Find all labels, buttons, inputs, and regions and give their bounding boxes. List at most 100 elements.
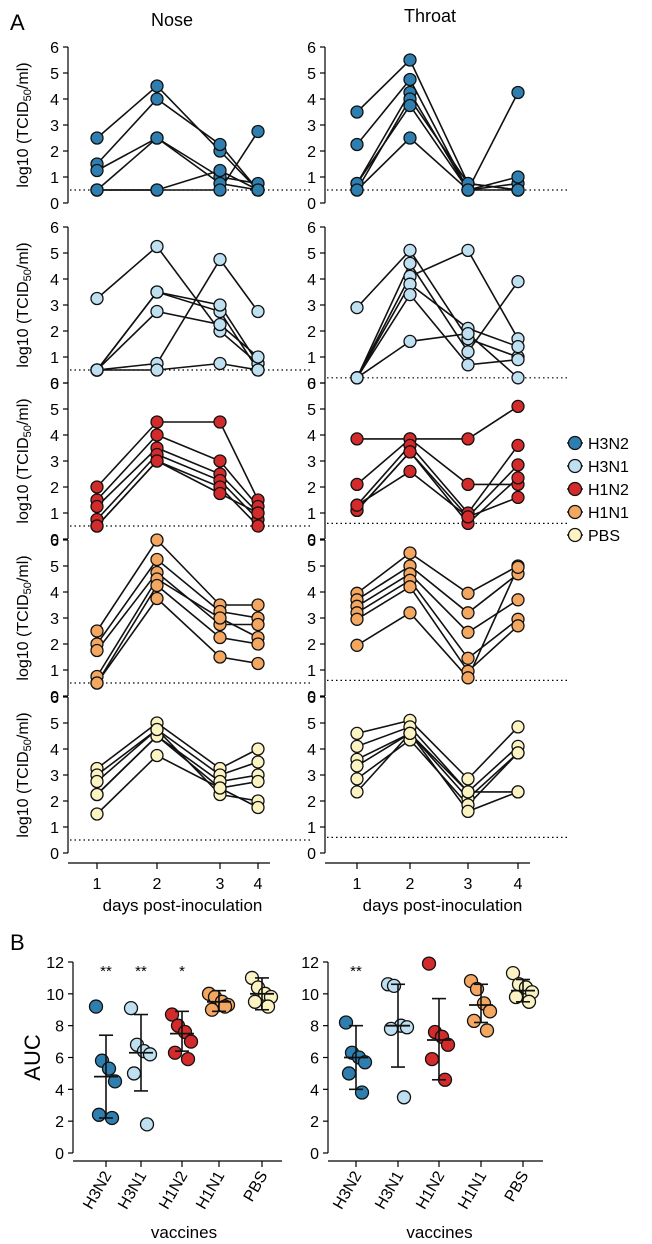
y-tick-label: 0 — [307, 376, 316, 393]
series-line — [356, 92, 519, 192]
data-point — [511, 471, 525, 485]
data-point — [90, 499, 104, 514]
data-point — [511, 458, 525, 472]
data-point — [350, 612, 364, 626]
y-tick-label: 0 — [50, 376, 59, 393]
y-tick-label: 0 — [50, 532, 59, 549]
y-tick-label: 6 — [50, 40, 59, 57]
auc-point — [466, 1013, 482, 1029]
series-line — [356, 332, 519, 379]
data-point — [251, 363, 265, 377]
series-line — [356, 444, 519, 515]
series-line — [356, 732, 519, 813]
y-tick-label: 0 — [307, 532, 316, 549]
x-tick-label: H1N2 — [413, 1168, 448, 1212]
data-point — [90, 676, 104, 690]
auc-point — [424, 1051, 440, 1067]
auc-point — [142, 1047, 158, 1062]
series-line — [356, 585, 519, 673]
y-tick-label: 0 — [307, 689, 316, 706]
series-line — [356, 732, 518, 793]
y-tick-label: 5 — [50, 559, 59, 576]
y-tick-label: 2 — [307, 144, 316, 161]
y-tick-label: 4 — [50, 272, 59, 289]
legend-marker — [567, 527, 583, 543]
y-tick-label: 6 — [307, 220, 316, 237]
y-tick-label: 2 — [50, 480, 59, 497]
auc-point — [482, 1004, 498, 1019]
data-point — [150, 591, 164, 606]
series-line — [96, 460, 259, 527]
y-axis-label: log10 (TCID50/ml) — [15, 242, 34, 367]
y-tick-label: 2 — [50, 324, 59, 341]
series-line — [96, 558, 259, 645]
auc-group-h1n2: * — [164, 963, 199, 1067]
data-point — [213, 611, 227, 625]
auc-point — [91, 1107, 107, 1122]
series-line — [356, 249, 519, 379]
y-tick-label: 3 — [50, 611, 59, 628]
y-tick-label: 8 — [55, 1019, 64, 1036]
data-point — [90, 183, 104, 197]
auc-point — [204, 1002, 220, 1017]
data-point — [511, 85, 525, 100]
data-point — [461, 510, 475, 524]
data-point — [213, 183, 227, 197]
data-point — [511, 352, 525, 367]
data-point — [150, 363, 164, 377]
y-tick-label: 2 — [50, 144, 59, 161]
y-tick-label: 5 — [307, 716, 316, 733]
data-point — [461, 326, 475, 341]
legend-item-pbs: PBS — [567, 527, 620, 545]
y-tick-label: 5 — [50, 246, 59, 263]
y-tick-label: 12 — [301, 955, 319, 972]
y-tick-label: 2 — [55, 1114, 64, 1131]
data-point — [90, 774, 104, 789]
data-point — [150, 552, 164, 567]
data-point — [90, 643, 104, 658]
y-tick-label: 3 — [307, 611, 316, 628]
data-point — [251, 519, 265, 533]
y-axis-label: log10 (TCID50/ml) — [15, 398, 34, 523]
data-point — [90, 291, 104, 306]
series-line — [96, 754, 259, 815]
data-point — [251, 617, 265, 632]
auc-point — [505, 965, 521, 981]
panel-b-label: B — [10, 930, 25, 955]
data-point — [511, 274, 525, 289]
data-point — [511, 785, 525, 799]
data-point — [350, 772, 364, 786]
y-tick-label: 4 — [50, 428, 59, 445]
series-line — [96, 291, 259, 371]
y-tick-label: 2 — [307, 637, 316, 654]
data-point — [461, 183, 475, 197]
significance-annotation: * — [179, 963, 185, 980]
series-line — [356, 738, 519, 807]
data-point — [90, 624, 104, 638]
data-point — [350, 183, 364, 197]
y-tick-label: 2 — [50, 794, 59, 811]
col-title-throat: Throat — [404, 6, 456, 26]
auc-point — [88, 999, 104, 1014]
x-tick-label: H3N1 — [372, 1168, 407, 1212]
data-point — [403, 256, 417, 271]
series-line — [356, 78, 519, 191]
y-tick-label: 0 — [55, 1146, 64, 1163]
y-tick-label: 4 — [50, 742, 59, 759]
series-line — [96, 245, 259, 365]
y-tick-label: 6 — [307, 533, 316, 550]
series-line — [356, 450, 519, 525]
auc-group-h3n1: ** — [123, 963, 158, 1132]
data-point — [403, 287, 417, 302]
col-title-nose: Nose — [151, 10, 193, 30]
y-tick-label: 1 — [50, 663, 59, 680]
data-point — [461, 785, 475, 799]
timecourse-h3n2-nose: 0 1 2 3 4 5 6 log10 (TCID50/ml) — [15, 40, 313, 213]
series-line — [96, 136, 259, 191]
x-tick-label: 3 — [216, 876, 225, 893]
auc-plot-throat: 0 2 4 6 8 10 12 H3N2 H3N1 H1N2 H1N1 PBS vaccines ** — [301, 955, 543, 1242]
y-axis-label: log10 (TCID50/ml) — [15, 555, 34, 680]
y-tick-label: 3 — [50, 118, 59, 135]
x-axis-label: days post-inoculation — [103, 896, 263, 915]
